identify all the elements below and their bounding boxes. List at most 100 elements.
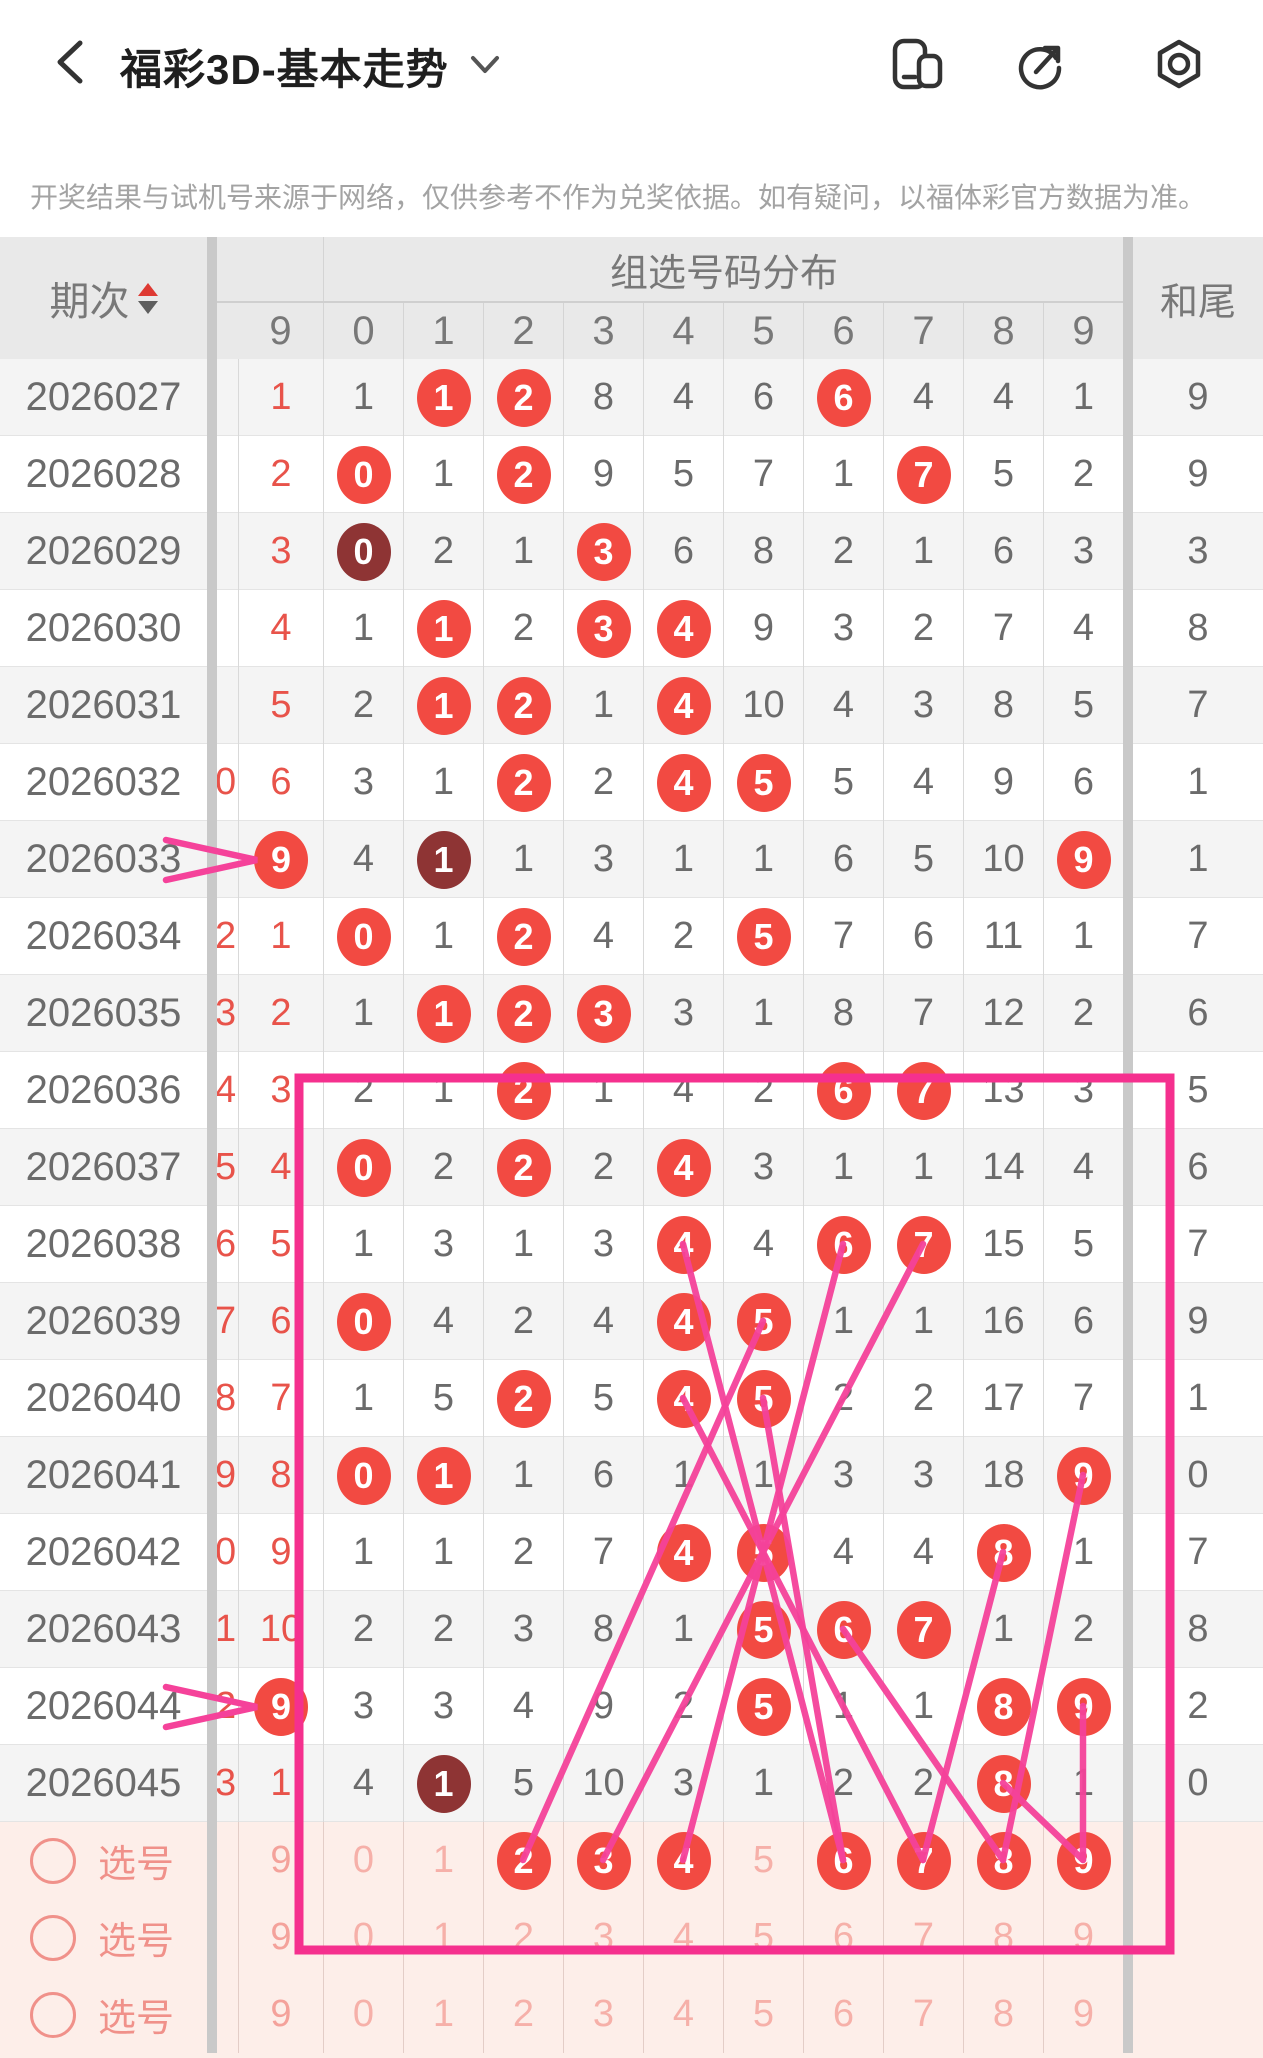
hit-circle[interactable]: 6 bbox=[816, 1831, 871, 1890]
back-icon[interactable] bbox=[52, 38, 88, 86]
hit-circle: 5 bbox=[736, 1600, 791, 1659]
pick-pre-cell[interactable]: 9 bbox=[238, 1899, 323, 1976]
clipped-cell: 2 bbox=[217, 915, 237, 957]
pick-pre-cell[interactable]: 9 bbox=[238, 1822, 323, 1899]
pick-row-select[interactable]: 选号 bbox=[0, 1822, 207, 1899]
miss-cell: 3 bbox=[563, 975, 643, 1052]
miss-cell: 1 bbox=[403, 590, 483, 667]
pick-number-cell[interactable]: 8 bbox=[963, 1822, 1043, 1899]
sum-tail-cell: 8 bbox=[1187, 607, 1209, 649]
pre-miss-cell: 9 bbox=[238, 1668, 323, 1745]
table-row: 2026045 3 1 4 1 5 10 3 1 2 2 8 1 0 bbox=[0, 1745, 1263, 1822]
pick-number-cell[interactable]: 8 bbox=[963, 1899, 1043, 1976]
hit-circle: 6 bbox=[816, 368, 871, 427]
hit-circle: 3 bbox=[576, 599, 631, 658]
clipped-cell bbox=[217, 667, 238, 744]
pick-number-cell[interactable]: 0 bbox=[323, 1822, 403, 1899]
radio-circle-icon[interactable] bbox=[30, 1991, 76, 2038]
pick-row-select[interactable]: 选号 bbox=[0, 1899, 207, 1976]
pick-number-cell[interactable]: 1 bbox=[403, 1899, 483, 1976]
pick-row-select[interactable]: 选号 bbox=[0, 1976, 207, 2053]
miss-cell: 1 bbox=[803, 1129, 883, 1206]
miss-cell: 2 bbox=[483, 1129, 563, 1206]
hit-circle[interactable]: 9 bbox=[1056, 1831, 1111, 1890]
miss-cell: 2 bbox=[483, 436, 563, 513]
pick-number-cell[interactable]: 4 bbox=[643, 1976, 723, 2053]
period-cell: 2026038 bbox=[25, 1222, 182, 1266]
pick-number-cell[interactable]: 2 bbox=[483, 1899, 563, 1976]
pick-number-cell[interactable]: 7 bbox=[883, 1976, 963, 2053]
miss-cell: 6 bbox=[563, 1437, 643, 1514]
miss-cell: 13 bbox=[963, 1052, 1043, 1129]
pick-number-cell[interactable]: 1 bbox=[403, 1976, 483, 2053]
miss-cell: 9 bbox=[563, 1668, 643, 1745]
table-row: 2026036 4 3 2 1 2 1 4 2 6 7 13 3 5 bbox=[0, 1052, 1263, 1129]
pick-number-cell[interactable]: 6 bbox=[803, 1899, 883, 1976]
floating-window-icon[interactable] bbox=[888, 36, 946, 94]
pick-pre-cell[interactable]: 9 bbox=[238, 1976, 323, 2053]
miss-cell: 2 bbox=[883, 1745, 963, 1822]
page-title: 福彩3D-基本走势 bbox=[120, 46, 449, 93]
radio-circle-icon[interactable] bbox=[30, 1914, 76, 1961]
column-divider bbox=[1123, 1899, 1133, 1976]
miss-cell: 3 bbox=[563, 1206, 643, 1283]
pick-number-cell[interactable]: 8 bbox=[963, 1976, 1043, 2053]
hit-circle: 1 bbox=[416, 676, 471, 735]
pick-number-cell[interactable]: 3 bbox=[563, 1976, 643, 2053]
hit-circle: 6 bbox=[816, 1600, 871, 1659]
hit-circle[interactable]: 3 bbox=[576, 1831, 631, 1890]
period-cell: 2026034 bbox=[25, 914, 182, 958]
period-cell: 2026032 bbox=[25, 760, 182, 804]
period-sort-header[interactable]: 期次 bbox=[0, 237, 207, 359]
miss-cell: 2 bbox=[483, 1360, 563, 1437]
hit-circle: 1 bbox=[416, 830, 471, 889]
pick-number-cell[interactable]: 5 bbox=[723, 1822, 803, 1899]
hit-circle[interactable]: 2 bbox=[496, 1831, 551, 1890]
pick-number-cell[interactable]: 1 bbox=[403, 1822, 483, 1899]
pick-number-cell[interactable]: 3 bbox=[563, 1822, 643, 1899]
pick-number-cell[interactable]: 5 bbox=[723, 1976, 803, 2053]
pre-miss-cell: 3 bbox=[238, 1052, 323, 1129]
pick-number-cell[interactable]: 0 bbox=[323, 1976, 403, 2053]
miss-cell: 1 bbox=[723, 1437, 803, 1514]
miss-cell: 3 bbox=[643, 1745, 723, 1822]
pick-number-cell[interactable]: 6 bbox=[803, 1976, 883, 2053]
pick-number-cell[interactable]: 7 bbox=[883, 1899, 963, 1976]
digit-header: 4 bbox=[643, 303, 723, 359]
miss-cell: 0 bbox=[323, 1437, 403, 1514]
pick-number-cell[interactable]: 2 bbox=[483, 1822, 563, 1899]
settings-nut-icon[interactable] bbox=[1150, 36, 1208, 94]
miss-cell: 5 bbox=[723, 898, 803, 975]
hit-circle[interactable]: 8 bbox=[976, 1831, 1031, 1890]
pick-number-cell[interactable]: 2 bbox=[483, 1976, 563, 2053]
clipped-cell bbox=[217, 1822, 238, 1899]
pick-number-cell[interactable]: 9 bbox=[1043, 1899, 1123, 1976]
miss-cell: 7 bbox=[803, 898, 883, 975]
pick-number-cell[interactable]: 0 bbox=[323, 1899, 403, 1976]
sum-tail-cell bbox=[1133, 1976, 1263, 2053]
pick-number-cell[interactable]: 9 bbox=[1043, 1976, 1123, 2053]
pick-number-cell[interactable]: 5 bbox=[723, 1899, 803, 1976]
miss-cell: 1 bbox=[723, 821, 803, 898]
hit-circle[interactable]: 7 bbox=[896, 1831, 951, 1890]
column-divider bbox=[1123, 744, 1133, 821]
hit-circle: 1 bbox=[416, 599, 471, 658]
hit-circle: 8 bbox=[976, 1677, 1031, 1736]
pick-number-cell[interactable]: 6 bbox=[803, 1822, 883, 1899]
miss-cell: 6 bbox=[1043, 744, 1123, 821]
miss-cell: 4 bbox=[643, 1360, 723, 1437]
pick-number-cell[interactable]: 3 bbox=[563, 1899, 643, 1976]
pick-number-cell[interactable]: 4 bbox=[643, 1822, 723, 1899]
radio-circle-icon[interactable] bbox=[30, 1837, 76, 1884]
miss-cell: 10 bbox=[963, 821, 1043, 898]
pick-number-cell[interactable]: 7 bbox=[883, 1822, 963, 1899]
hit-circle[interactable]: 4 bbox=[656, 1831, 711, 1890]
miss-cell: 4 bbox=[803, 667, 883, 744]
pick-number-cell[interactable]: 9 bbox=[1043, 1822, 1123, 1899]
miss-cell: 2 bbox=[1043, 975, 1123, 1052]
chevron-down-icon[interactable] bbox=[468, 52, 502, 78]
miss-cell: 5 bbox=[723, 1360, 803, 1437]
share-icon[interactable] bbox=[1012, 36, 1070, 94]
pick-number-cell[interactable]: 4 bbox=[643, 1899, 723, 1976]
